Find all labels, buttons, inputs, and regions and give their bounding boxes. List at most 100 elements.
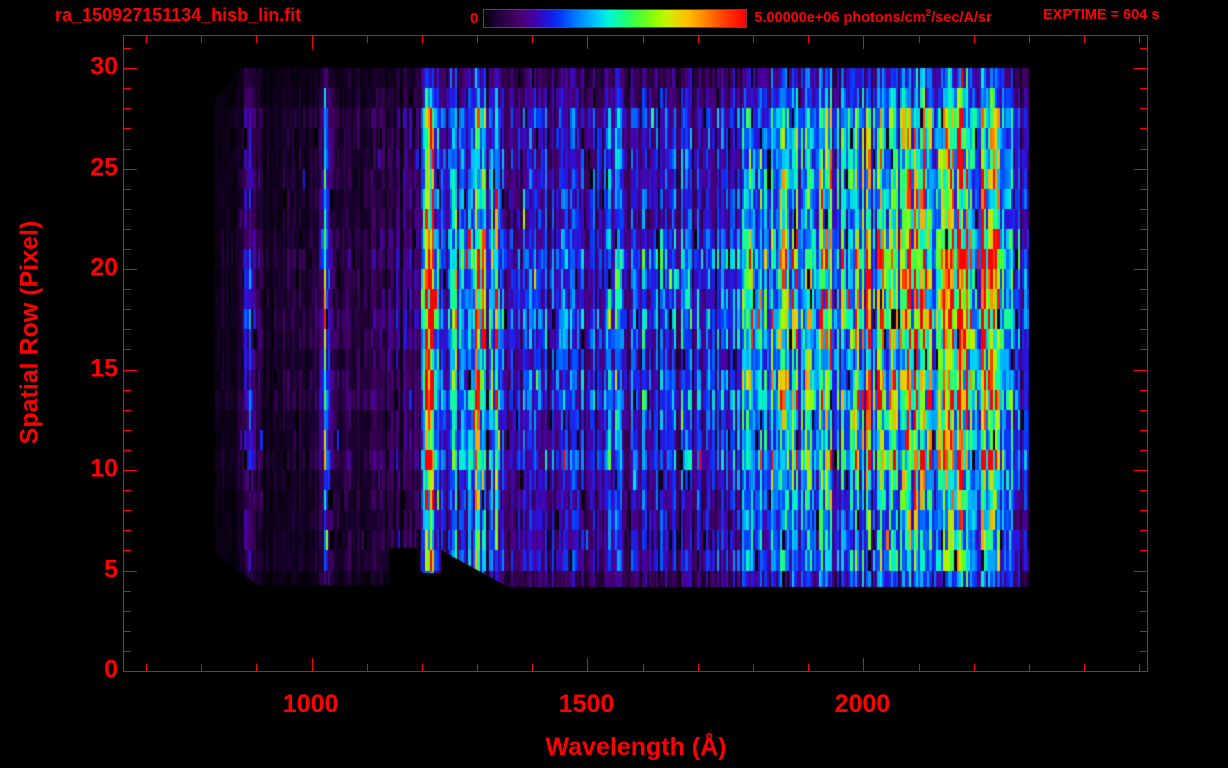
y-tick (124, 128, 131, 129)
x-tick (863, 658, 864, 671)
x-tick (587, 658, 588, 671)
colorbar-gradient (483, 8, 748, 28)
x-tick (808, 664, 809, 671)
x-tick (698, 36, 699, 43)
y-tick-label: 15 (90, 354, 118, 383)
x-tick (201, 36, 202, 43)
x-tick (974, 36, 975, 43)
y-tick (124, 249, 131, 250)
colorbar-max-value: 5.00000e+06 photons/cm (754, 9, 926, 26)
x-tick-label: 1000 (282, 690, 339, 718)
y-tick (1140, 209, 1147, 210)
x-tick (643, 664, 644, 671)
y-tick-label: 20 (90, 253, 118, 282)
colorbar-min-label: 0 (470, 9, 479, 27)
y-tick (1140, 651, 1147, 652)
y-tick (124, 329, 131, 330)
y-tick (1140, 289, 1147, 290)
y-tick (124, 470, 137, 471)
x-tick (422, 664, 423, 671)
colorbar-max-label: 5.00000e+06 photons/cm2/sec/A/sr (754, 7, 991, 26)
x-tick (919, 664, 920, 671)
y-tick (124, 490, 131, 491)
y-tick (124, 410, 131, 411)
x-tick (643, 36, 644, 43)
y-tick (124, 611, 131, 612)
y-tick (124, 108, 131, 109)
y-tick (1140, 349, 1147, 350)
y-tick (1140, 88, 1147, 89)
exptime-label: EXPTIME = 604 s (1043, 7, 1160, 23)
y-tick (124, 88, 131, 89)
y-tick (1140, 309, 1147, 310)
y-tick (1134, 370, 1147, 371)
y-tick (1140, 128, 1147, 129)
y-tick (1140, 249, 1147, 250)
y-tick (1140, 329, 1147, 330)
x-tick (532, 36, 533, 43)
y-tick (1134, 671, 1147, 672)
y-tick (124, 309, 131, 310)
x-tick (201, 664, 202, 671)
x-axis-title: Wavelength (Å) (545, 733, 727, 761)
y-tick (124, 269, 137, 270)
x-tick (146, 36, 147, 43)
y-tick (1140, 229, 1147, 230)
y-tick (124, 571, 137, 572)
y-tick (1140, 48, 1147, 49)
x-tick (753, 36, 754, 43)
y-tick (124, 651, 131, 652)
y-tick (1140, 390, 1147, 391)
y-tick (124, 510, 131, 511)
y-tick-label: 10 (90, 454, 118, 483)
x-tick (312, 658, 313, 671)
y-tick-label: 25 (90, 153, 118, 182)
x-tick (532, 664, 533, 671)
y-tick (124, 631, 131, 632)
x-tick-label: 1500 (558, 690, 615, 718)
y-tick (124, 550, 131, 551)
y-tick (1140, 430, 1147, 431)
y-tick (124, 349, 131, 350)
colorbar-max-exponent: 2 (925, 7, 932, 19)
y-tick (124, 671, 137, 672)
y-tick (1140, 591, 1147, 592)
x-tick (367, 664, 368, 671)
y-tick (1140, 510, 1147, 511)
y-tick-label: 5 (104, 555, 118, 584)
y-tick (1140, 530, 1147, 531)
x-tick (146, 664, 147, 671)
y-tick (124, 390, 131, 391)
y-tick-label: 0 (104, 655, 118, 684)
y-tick (124, 68, 137, 69)
y-tick (1134, 571, 1147, 572)
y-tick (124, 229, 131, 230)
y-tick (1140, 490, 1147, 491)
x-tick (1084, 664, 1085, 671)
x-tick (422, 36, 423, 43)
y-tick (1140, 149, 1147, 150)
y-tick (124, 169, 137, 170)
x-tick (808, 36, 809, 43)
x-tick (1029, 36, 1030, 43)
y-tick (1140, 611, 1147, 612)
y-tick-label: 30 (90, 52, 118, 81)
colorbar: 0 5.00000e+06 photons/cm2/sec/A/sr (470, 6, 992, 30)
y-tick (124, 48, 131, 49)
y-axis-title: Spatial Row (Pixel) (15, 220, 44, 445)
x-tick (863, 36, 864, 49)
y-tick (124, 289, 131, 290)
y-tick (1140, 631, 1147, 632)
y-tick (124, 430, 131, 431)
x-tick (477, 664, 478, 671)
y-tick (124, 149, 131, 150)
y-tick (1134, 470, 1147, 471)
x-tick (367, 36, 368, 43)
page-title: ra_150927151134_hisb_lin.fit (55, 5, 302, 25)
y-tick (1140, 450, 1147, 451)
y-tick (1140, 550, 1147, 551)
x-tick (587, 36, 588, 49)
y-tick (124, 530, 131, 531)
y-tick (1140, 108, 1147, 109)
